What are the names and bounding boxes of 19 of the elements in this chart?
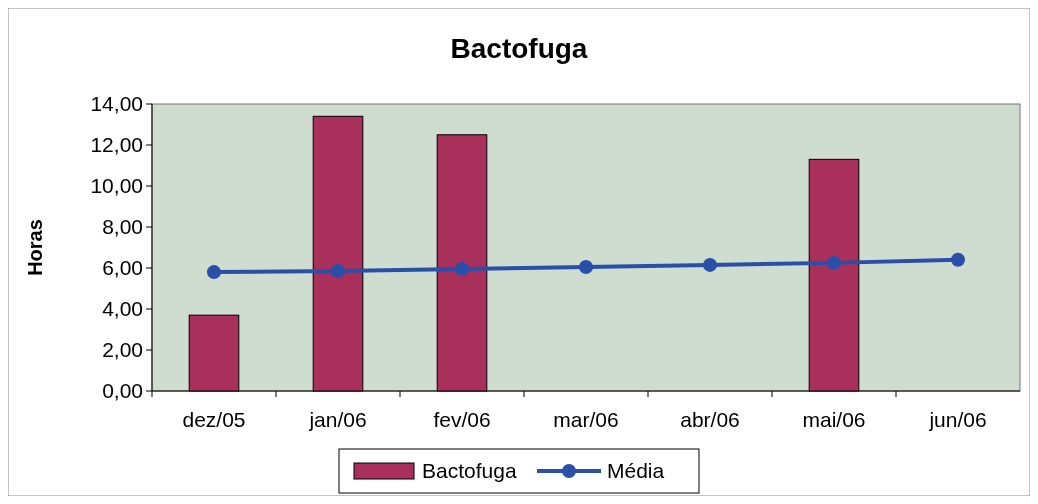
y-tick-label: 6,00 bbox=[102, 256, 143, 280]
y-tick-label: 4,00 bbox=[102, 297, 143, 321]
x-tick-label: jun/06 bbox=[928, 408, 987, 431]
x-tick-label: abr/06 bbox=[680, 408, 740, 431]
y-tick-label: 14,00 bbox=[90, 92, 143, 116]
y-tick-label: 8,00 bbox=[102, 215, 143, 239]
chart-title: Bactofuga bbox=[450, 33, 588, 64]
y-tick-label: 2,00 bbox=[102, 338, 143, 362]
y-tick-label: 12,00 bbox=[90, 133, 143, 157]
x-tick-label: mai/06 bbox=[802, 408, 866, 431]
x-tick-label: fev/06 bbox=[433, 408, 491, 431]
x-tick-label: mar/06 bbox=[553, 408, 619, 431]
legend-label: Média bbox=[607, 459, 665, 483]
legend-label: Bactofuga bbox=[422, 459, 517, 483]
y-tick-label: 0,00 bbox=[102, 379, 143, 403]
y-tick-label: 10,00 bbox=[90, 174, 143, 198]
x-tick-label: jan/06 bbox=[308, 408, 367, 431]
x-tick-label: dez/05 bbox=[182, 408, 246, 431]
y-axis-title: Horas bbox=[24, 219, 46, 276]
